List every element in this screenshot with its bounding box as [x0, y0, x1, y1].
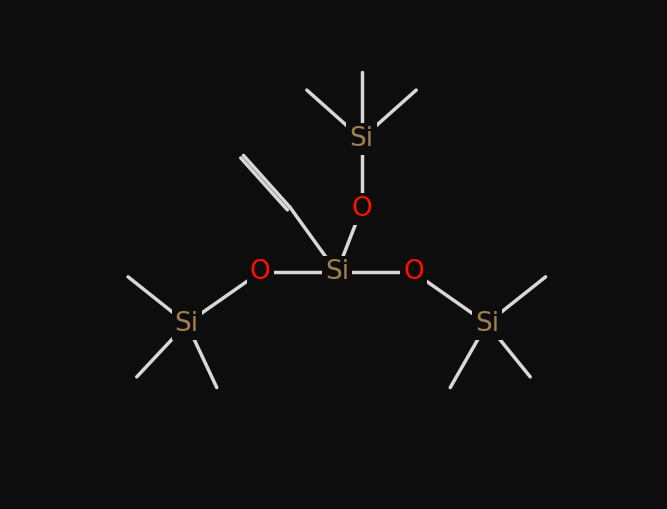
- Text: Si: Si: [475, 310, 499, 336]
- Text: Si: Si: [350, 126, 374, 152]
- Text: O: O: [351, 196, 372, 222]
- Text: O: O: [403, 259, 424, 285]
- Text: Si: Si: [175, 310, 199, 336]
- Text: Si: Si: [325, 259, 349, 285]
- Text: O: O: [249, 259, 271, 285]
